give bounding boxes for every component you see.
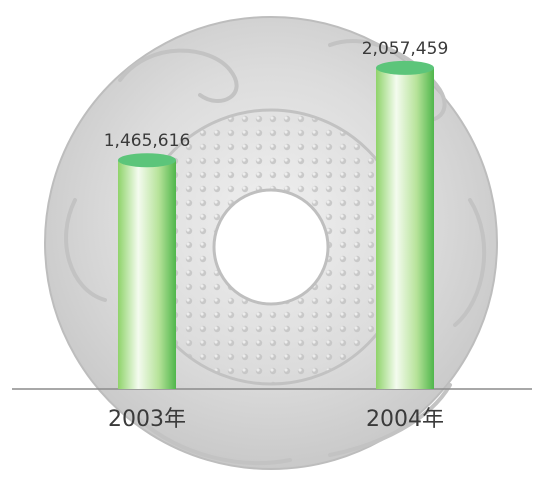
jade-hole-rim xyxy=(212,188,330,306)
jade-hole xyxy=(216,192,326,302)
jade-dotted-band xyxy=(134,110,409,384)
jade-carving-swirl xyxy=(64,39,487,465)
value-label-0: 1,465,616 xyxy=(104,131,191,151)
category-label-0: 2003年 xyxy=(108,407,186,432)
category-label-1: 2004年 xyxy=(366,407,444,432)
bar-top-cap-1 xyxy=(376,60,434,75)
bar-top-cap-0 xyxy=(118,153,176,168)
bar-1 xyxy=(376,67,434,389)
bar-0 xyxy=(118,160,176,389)
bar-series: 1,465,616 2003年 2,057,459 2004年 xyxy=(104,39,449,432)
value-label-1: 2,057,459 xyxy=(362,39,449,59)
